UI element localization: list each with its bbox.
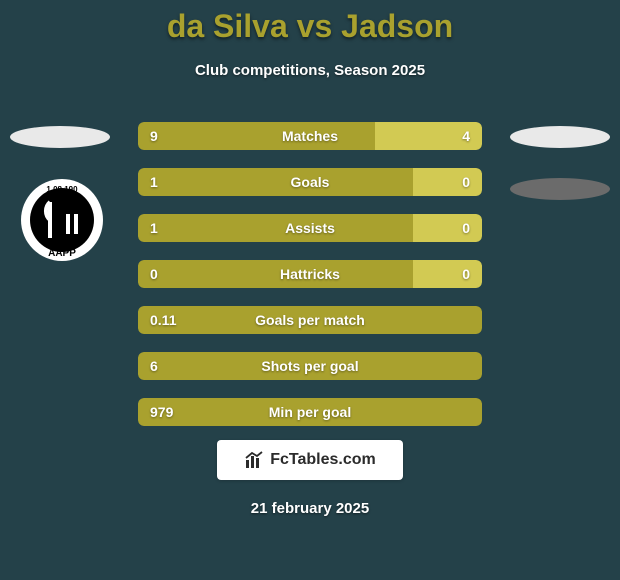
bar-segment-left: [138, 214, 413, 242]
stat-value-right: 0: [450, 260, 482, 288]
stat-value-left: 0.11: [138, 306, 188, 334]
page-title: da Silva vs Jadson: [0, 8, 620, 45]
subtitle: Club competitions, Season 2025: [0, 62, 620, 79]
watermark-text: FcTables.com: [270, 451, 376, 469]
player-right-club-placeholder: [510, 178, 610, 200]
bar-segment-left: [138, 122, 375, 150]
stat-row: 10Goals: [138, 168, 482, 196]
player-left-flag-placeholder: [10, 126, 110, 148]
date-label: 21 february 2025: [0, 500, 620, 517]
bar-segment-full: [138, 306, 482, 334]
stat-value-left: 979: [138, 398, 185, 426]
stat-value-left: 1: [138, 214, 170, 242]
stat-value-right: 0: [450, 168, 482, 196]
watermark-chart-icon: [244, 450, 264, 470]
stat-value-left: 0: [138, 260, 170, 288]
bar-segment-full: [138, 352, 482, 380]
comparison-card: da Silva vs Jadson Club competitions, Se…: [0, 0, 620, 580]
bar-segment-full: [138, 398, 482, 426]
comparison-bars: 94Matches10Goals10Assists00Hattricks0.11…: [138, 122, 482, 444]
stat-row: 6Shots per goal: [138, 352, 482, 380]
club-badge-left: 1.08.190 AAPP: [20, 178, 104, 262]
stat-value-left: 9: [138, 122, 170, 150]
player-right-flag-placeholder: [510, 126, 610, 148]
stat-value-right: 0: [450, 214, 482, 242]
stat-value-left: 1: [138, 168, 170, 196]
stat-row: 979Min per goal: [138, 398, 482, 426]
bar-segment-left: [138, 260, 413, 288]
stat-value-left: 6: [138, 352, 170, 380]
bar-segment-left: [138, 168, 413, 196]
badge-text: AAPP: [48, 248, 76, 259]
watermark: FcTables.com: [217, 440, 403, 480]
stat-row: 10Assists: [138, 214, 482, 242]
stat-row: 0.11Goals per match: [138, 306, 482, 334]
badge-top-text: 1.08.190: [46, 185, 78, 194]
badge-inner: [30, 188, 94, 252]
stat-row: 94Matches: [138, 122, 482, 150]
stat-value-right: 4: [450, 122, 482, 150]
stat-row: 00Hattricks: [138, 260, 482, 288]
